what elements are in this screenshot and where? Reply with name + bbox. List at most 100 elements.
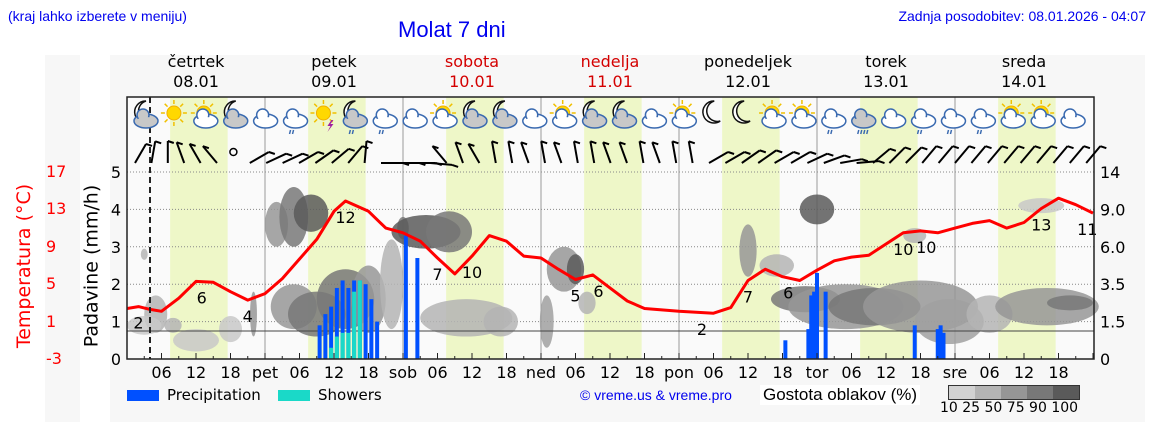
svg-text:1: 1: [111, 313, 121, 332]
temperature-tick: 17: [46, 162, 67, 181]
svg-text:06: 06: [289, 363, 309, 382]
svg-text:6.0: 6.0: [1100, 238, 1125, 257]
temperature-tick: 5: [46, 274, 57, 294]
svg-text:ned: ned: [526, 363, 556, 382]
cloud-icon: [252, 108, 279, 129]
svg-text:12: 12: [186, 363, 206, 382]
legend-showers-label: Showers: [318, 386, 382, 404]
day-name: petek: [311, 52, 357, 71]
svg-text:06: 06: [427, 363, 447, 382]
svg-text:06: 06: [979, 363, 999, 382]
showers-swatch: [278, 389, 310, 401]
svg-text:06: 06: [565, 363, 585, 382]
svg-text:14: 14: [1100, 163, 1120, 182]
day-name: nedelja: [580, 52, 640, 71]
day-date: 09.01: [311, 72, 357, 91]
svg-text:06: 06: [841, 363, 861, 382]
temperature-tick: 9: [46, 236, 57, 256]
svg-text:18: 18: [220, 363, 240, 382]
day-header: četrtek 08.01: [127, 52, 265, 92]
svg-text:3.5: 3.5: [1100, 275, 1125, 294]
day-header: torek 13.01: [817, 52, 955, 92]
svg-text:0: 0: [111, 350, 121, 369]
svg-text:12: 12: [1014, 363, 1034, 382]
cloud-rain-icon: [970, 108, 997, 135]
cloud-heavy-rain-icon: [851, 108, 877, 135]
day-name: torek: [865, 52, 907, 71]
svg-text:06: 06: [703, 363, 723, 382]
svg-text:tor: tor: [806, 363, 829, 382]
svg-text:11: 11: [1077, 220, 1097, 239]
day-header: sreda 14.01: [955, 52, 1093, 92]
svg-text:12: 12: [324, 363, 344, 382]
svg-text:18: 18: [910, 363, 930, 382]
copyright-link[interactable]: © vreme.us & vreme.pro: [580, 387, 732, 403]
svg-text:0: 0: [1100, 350, 1110, 369]
moon-cloud-icon: [222, 100, 249, 129]
svg-text:18: 18: [496, 363, 516, 382]
svg-text:sob: sob: [389, 363, 417, 382]
svg-text:12: 12: [335, 208, 355, 227]
day-date: 12.01: [725, 72, 771, 91]
day-header: nedelja 11.01: [541, 52, 679, 92]
sun-cloud-icon: [190, 100, 219, 129]
temperature-tick: 1: [46, 311, 57, 331]
svg-text:pon: pon: [664, 363, 694, 382]
svg-text:12: 12: [600, 363, 620, 382]
svg-text:10: 10: [462, 263, 482, 282]
svg-text:12: 12: [462, 363, 482, 382]
svg-text:10: 10: [893, 240, 913, 259]
sun-thunder-icon: [310, 100, 337, 132]
cloud-density-scale: [948, 385, 1080, 400]
temperature-tick: -3: [46, 349, 62, 368]
region-hint-text: (kraj lahko izberete v meniju): [8, 8, 187, 24]
sun-cloud-icon: [998, 100, 1027, 129]
day-date: 08.01: [173, 72, 219, 91]
day-name: sobota: [444, 52, 500, 71]
svg-text:10: 10: [916, 238, 936, 257]
svg-text:7: 7: [743, 287, 753, 306]
sun-cloud-icon: [788, 100, 817, 129]
moon-cloud-icon: [492, 100, 518, 129]
sun-cloud-icon: [549, 100, 578, 129]
cloud-rain-icon: [821, 108, 847, 135]
moon-cloud-icon: [581, 100, 608, 129]
page-title: Molat 7 dni: [398, 17, 506, 42]
legend-showers: Showers: [278, 386, 382, 404]
svg-text:5: 5: [570, 287, 580, 306]
svg-text:9.0: 9.0: [1100, 200, 1125, 219]
cloud-icon: [402, 108, 428, 129]
day-date: 14.01: [1001, 72, 1047, 91]
cloud-icon: [880, 108, 907, 129]
svg-text:3: 3: [111, 238, 121, 257]
svg-text:5: 5: [111, 163, 121, 182]
moon-cloud-icon: [462, 100, 488, 129]
cloud-density-title: Gostota oblakov (%): [760, 385, 921, 405]
temperature-axis-panel: [45, 55, 80, 422]
temperature-tick: 13: [46, 199, 67, 219]
cloud-icon: [522, 108, 548, 129]
sun-cloud-icon: [430, 100, 458, 129]
day-date: 11.01: [587, 72, 633, 91]
cloud-icon: [1060, 108, 1086, 129]
svg-text:pet: pet: [252, 363, 278, 382]
day-name: sreda: [1001, 52, 1047, 71]
svg-text:06: 06: [151, 363, 171, 382]
temperature-axis-title: Temperatura (°C): [13, 183, 36, 349]
cloud-rain-icon: [910, 108, 937, 135]
svg-text:1.5: 1.5: [1100, 313, 1125, 332]
day-header: sobota 10.01: [403, 52, 541, 92]
svg-text:4: 4: [111, 200, 121, 219]
cloud-icon: [641, 108, 668, 129]
svg-text:4: 4: [243, 307, 253, 326]
last-updated-text: Zadnja posodobitev: 08.01.2026 - 04:07: [898, 8, 1146, 24]
svg-text:12: 12: [876, 363, 896, 382]
svg-text:18: 18: [1048, 363, 1068, 382]
cloud-density-ticks: 10 25 50 75 90 100: [940, 400, 1079, 416]
day-header: ponedeljek 12.01: [679, 52, 817, 92]
svg-text:13: 13: [1031, 215, 1051, 234]
svg-text:6: 6: [197, 288, 207, 307]
svg-text:18: 18: [358, 363, 378, 382]
legend-precipitation: Precipitation: [127, 386, 261, 404]
